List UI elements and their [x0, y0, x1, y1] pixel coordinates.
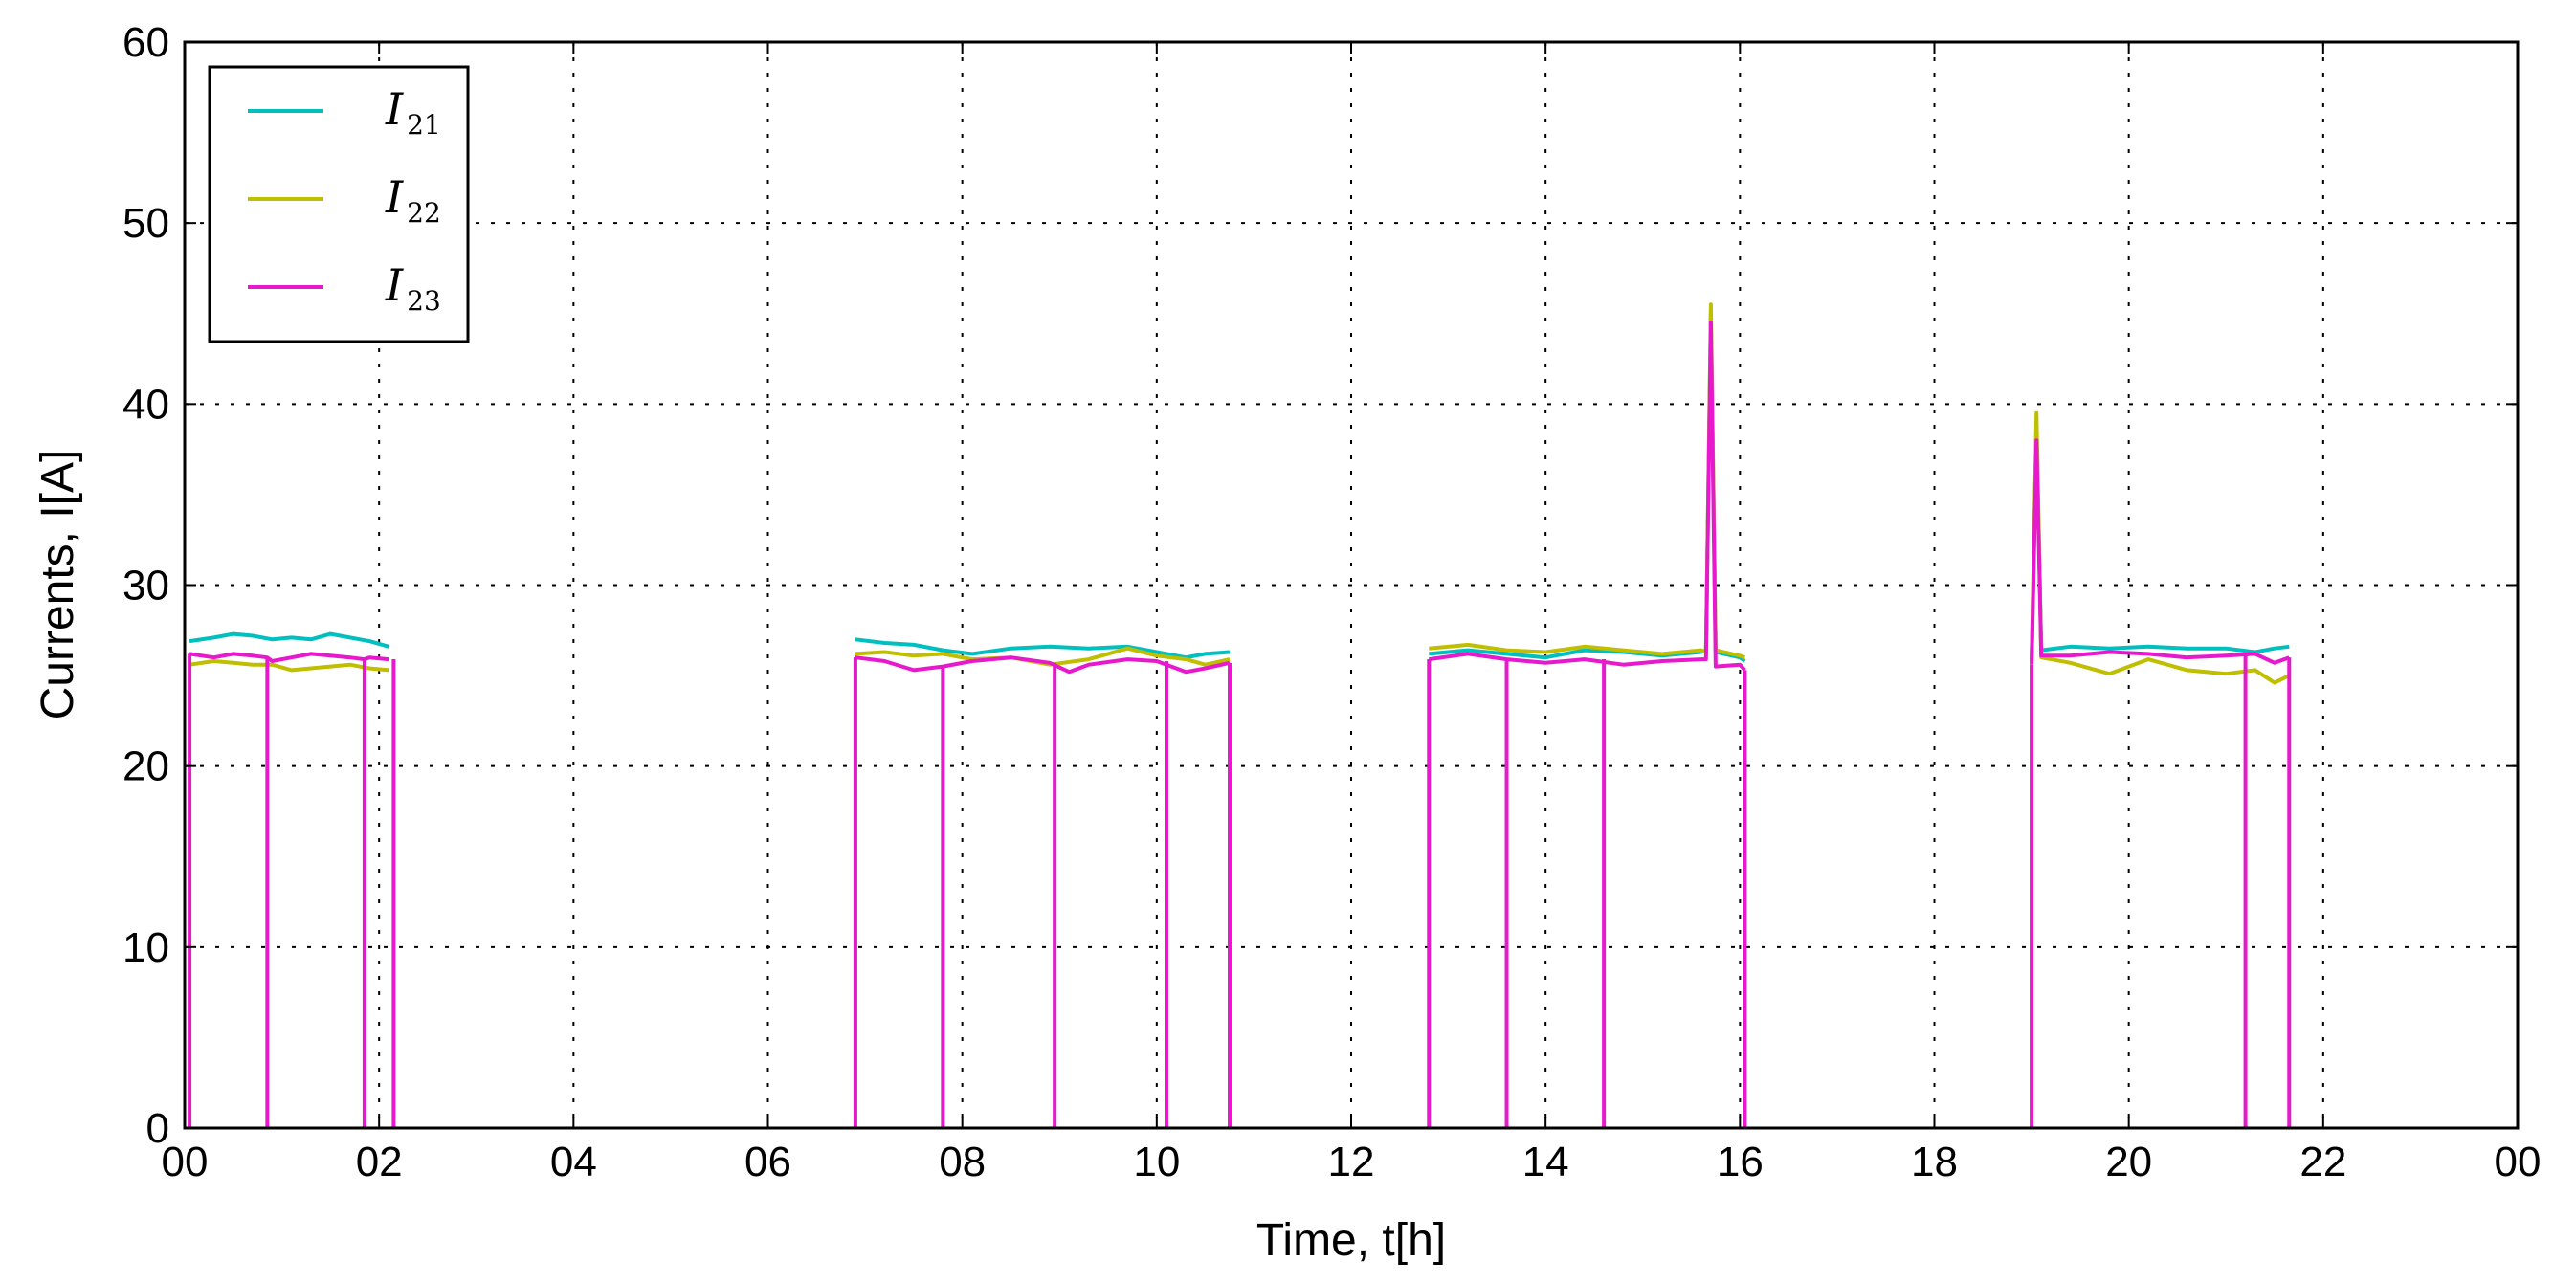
series-i21-line [1429, 311, 1746, 663]
legend-items: I 21 I 22 I 23 [248, 83, 441, 317]
series-i21-line [189, 631, 389, 649]
series-i22-line [189, 659, 389, 673]
x-tick-label: 10 [1133, 1139, 1180, 1185]
series-i23-line [855, 655, 1231, 675]
x-axis-title: Time, t[h] [1256, 1215, 1446, 1266]
y-tick-label: 40 [122, 381, 169, 428]
y-tick-label: 20 [122, 743, 169, 790]
x-tick-label: 18 [1911, 1139, 1958, 1185]
x-tick-label: 12 [1328, 1139, 1375, 1185]
x-tick-label: 22 [2299, 1139, 2346, 1185]
x-tick-label: 14 [1522, 1139, 1569, 1185]
legend-label-i23: I 23 [385, 259, 441, 317]
series-i22-line [2030, 410, 2291, 685]
legend-label-i22: I 22 [385, 171, 441, 229]
x-tick-label: 00 [162, 1139, 209, 1185]
x-tick-label: 20 [2105, 1139, 2152, 1185]
legend-label-i21: I 21 [385, 83, 441, 141]
y-tick-label: 0 [146, 1105, 169, 1152]
x-tick-label: 02 [356, 1139, 403, 1185]
x-tick-label: 16 [1717, 1139, 1764, 1185]
y-axis-title: Currents, I[A] [33, 450, 83, 720]
series-i22-line [1429, 302, 1746, 660]
x-tick-label: 06 [744, 1139, 791, 1185]
grid [185, 42, 2518, 1128]
series-i23-line [2030, 438, 2290, 665]
x-tick-label: 04 [550, 1139, 597, 1185]
y-tick-label: 50 [122, 200, 169, 247]
y-tick-label: 10 [122, 924, 169, 971]
legend: I 21 I 22 I 23 [208, 65, 470, 343]
y-tick-label: 30 [122, 563, 169, 609]
series-i23-line [1429, 321, 1746, 672]
x-tick-label: 00 [2495, 1139, 2542, 1185]
series-lines [188, 302, 2292, 1128]
series-i21-line [2030, 424, 2290, 662]
x-tick-label: 08 [939, 1139, 986, 1185]
y-tick-label: 60 [122, 19, 169, 66]
